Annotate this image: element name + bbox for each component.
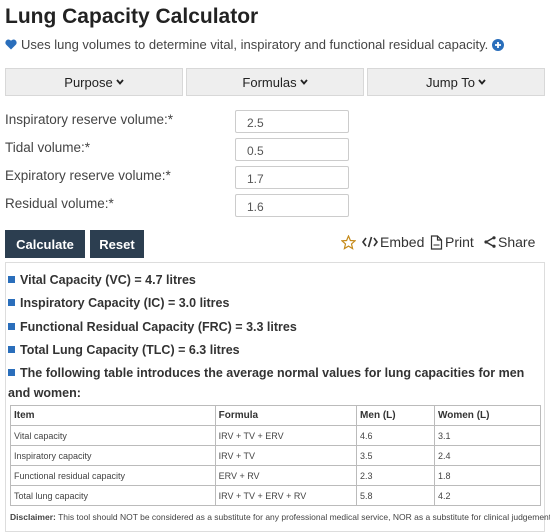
page-title: Lung Capacity Calculator bbox=[5, 5, 259, 28]
result-line: Functional Residual Capacity (FRC) = 3.3… bbox=[8, 317, 528, 337]
heart-icon bbox=[5, 39, 17, 50]
field-label: Residual volume:* bbox=[5, 196, 114, 211]
field-label: Tidal volume:* bbox=[5, 140, 91, 155]
table-row: Inspiratory capacity IRV + TV 3.5 2.4 bbox=[10, 445, 542, 466]
result-text: The following table introduces the avera… bbox=[8, 366, 525, 400]
chevron-icon bbox=[299, 79, 308, 85]
table-cell: Inspiratory capacity bbox=[10, 445, 216, 466]
field-label: Expiratory reserve volume:* bbox=[5, 168, 171, 183]
table-cell: 2.3 bbox=[356, 465, 435, 486]
tab-label: Purpose bbox=[64, 74, 113, 90]
bullet bbox=[8, 276, 15, 283]
bullet bbox=[8, 323, 15, 330]
result-line: Inspiratory Capacity (IC) = 3.0 litres bbox=[8, 293, 528, 313]
field-input[interactable]: 1.7 bbox=[235, 166, 349, 189]
normal-values-table: Item Formula Men (L) Women (L) Vital capaci… bbox=[10, 405, 542, 506]
table-header: Item Formula Men (L) Women (L) bbox=[10, 405, 542, 426]
result-text: Functional Residual Capacity (FRC) = 3.3… bbox=[20, 320, 297, 334]
calculate-button[interactable]: Calculate bbox=[5, 230, 85, 258]
header-cell: Women (L) bbox=[433, 405, 542, 426]
table-cell: Total lung capacity bbox=[10, 485, 216, 506]
table-cell: IRV + TV + ERV bbox=[214, 425, 358, 446]
embed-link[interactable]: Embed bbox=[362, 234, 424, 250]
result-text: Inspiratory Capacity (IC) = 3.0 litres bbox=[20, 296, 230, 310]
field-input[interactable]: 1.6 bbox=[235, 194, 349, 217]
table-cell: 3.1 bbox=[433, 425, 542, 446]
field-label: Inspiratory reserve volume:* bbox=[5, 112, 174, 127]
table-cell: Vital capacity bbox=[10, 425, 216, 446]
table-cell: 4.2 bbox=[433, 485, 542, 506]
table-cell: 5.8 bbox=[356, 485, 435, 506]
tab-bar: Purpose Formulas Jump To bbox=[5, 68, 545, 96]
share-label: Share bbox=[498, 234, 536, 250]
tab[interactable]: Purpose bbox=[5, 68, 183, 96]
star-icon[interactable] bbox=[341, 235, 356, 250]
tab-label: Jump To bbox=[426, 74, 475, 90]
table-body: Vital capacity IRV + TV + ERV 4.6 3.1 Inspir… bbox=[10, 425, 542, 506]
table-cell: IRV + TV bbox=[214, 445, 358, 466]
embed-icon bbox=[362, 236, 378, 248]
table-cell: ERV + RV bbox=[214, 465, 358, 486]
header-cell: Item bbox=[10, 405, 216, 426]
share-icon bbox=[484, 236, 496, 248]
disclaimer-label: Disclaimer: bbox=[10, 512, 56, 522]
table-cell: 4.6 bbox=[356, 425, 435, 446]
disclaimer-text: This tool should NOT be considered as a … bbox=[58, 512, 550, 522]
table-row: Functional residual capacity ERV + RV 2.3 1… bbox=[10, 465, 542, 486]
subtitle: Uses lung volumes to determine vital, in… bbox=[21, 37, 489, 52]
header-cell: Formula bbox=[214, 405, 358, 426]
result-line: Total Lung Capacity (TLC) = 6.3 litres bbox=[8, 340, 528, 360]
expand-icon[interactable] bbox=[492, 38, 505, 51]
print-label: Print bbox=[445, 234, 474, 250]
field-input[interactable]: 0.5 bbox=[235, 138, 349, 161]
table-cell: 1.8 bbox=[433, 465, 542, 486]
bullet bbox=[8, 369, 15, 376]
header-cell: Men (L) bbox=[356, 405, 435, 426]
reset-button[interactable]: Reset bbox=[90, 230, 144, 258]
table-cell: Functional residual capacity bbox=[10, 465, 216, 486]
bullet bbox=[8, 346, 15, 353]
bullet bbox=[8, 299, 15, 306]
result-line: Vital Capacity (VC) = 4.7 litres bbox=[8, 270, 528, 290]
field-input[interactable]: 2.5 bbox=[235, 110, 349, 133]
table-cell: 3.5 bbox=[356, 445, 435, 466]
tab-label: Formulas bbox=[242, 74, 297, 90]
chevron-icon bbox=[116, 79, 124, 85]
tab[interactable]: Jump To bbox=[367, 68, 545, 96]
table-cell: 2.4 bbox=[433, 445, 542, 466]
tab[interactable]: Formulas bbox=[186, 68, 364, 96]
result-line: The following table introduces the avera… bbox=[8, 363, 528, 403]
print-icon bbox=[430, 234, 443, 250]
table-row: Total lung capacity IRV + TV + ERV + RV 5.… bbox=[10, 485, 542, 506]
share-link[interactable]: Share bbox=[484, 234, 535, 250]
embed-label: Embed bbox=[380, 234, 425, 250]
table-cell: IRV + TV + ERV + RV bbox=[214, 485, 358, 506]
table-row: Vital capacity IRV + TV + ERV 4.6 3.1 bbox=[10, 425, 542, 446]
disclaimer: Disclaimer: This tool should NOT be cons… bbox=[10, 512, 550, 522]
print-link[interactable]: Print bbox=[430, 234, 474, 250]
chevron-icon bbox=[478, 79, 486, 85]
result-text: Total Lung Capacity (TLC) = 6.3 litres bbox=[20, 343, 240, 357]
subtitle-row: Uses lung volumes to determine vital, in… bbox=[5, 37, 505, 52]
result-text: Vital Capacity (VC) = 4.7 litres bbox=[20, 273, 196, 287]
